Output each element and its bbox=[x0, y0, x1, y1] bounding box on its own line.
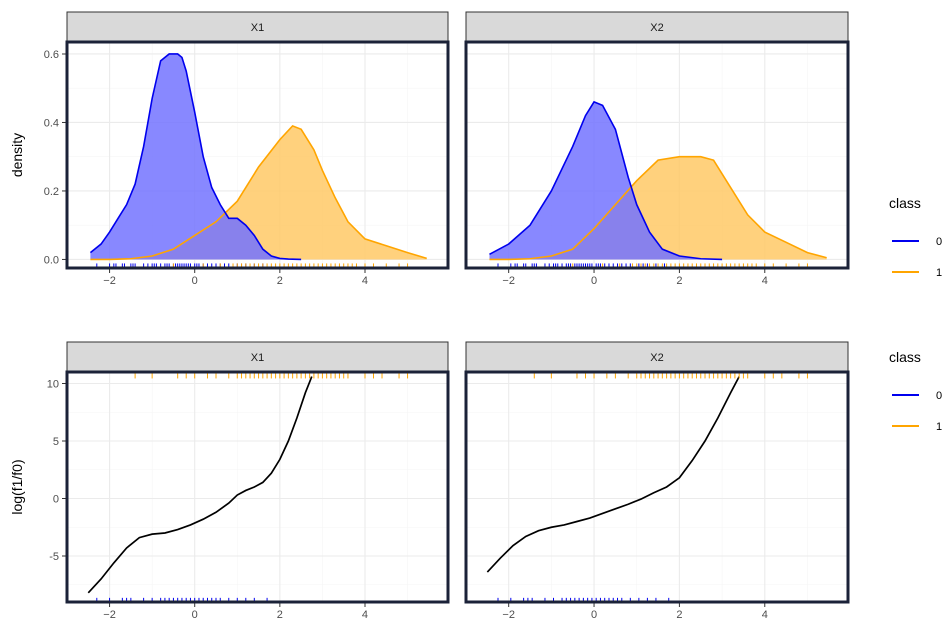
y-tick-label: 5 bbox=[53, 436, 59, 448]
panel-border bbox=[65, 370, 450, 604]
legend-label: 1 bbox=[936, 267, 942, 279]
log-ratio-curve bbox=[87, 376, 313, 594]
density-line-class-1 bbox=[489, 155, 827, 261]
facet-strip-label: X2 bbox=[650, 352, 663, 364]
y-tick-label: 0.0 bbox=[44, 254, 59, 266]
density-line-class-1 bbox=[90, 124, 427, 261]
x-tick-label: 4 bbox=[362, 609, 368, 621]
x-tick-label: 0 bbox=[591, 609, 597, 621]
legend-1: class 0 1 bbox=[889, 195, 942, 279]
y-tick-label: 0.6 bbox=[44, 49, 59, 61]
panel-border bbox=[464, 370, 850, 604]
legend-label: 0 bbox=[936, 390, 942, 402]
facet-strip-label: X2 bbox=[650, 22, 663, 34]
density-area-class-0 bbox=[90, 53, 302, 260]
facet-strip-label: X1 bbox=[251, 352, 264, 364]
legend-title: class bbox=[889, 195, 921, 211]
facet-strip-label: X1 bbox=[251, 22, 264, 34]
plot-area bbox=[489, 100, 827, 268]
x-tick-label: −2 bbox=[103, 609, 116, 621]
facet-panel-2-x1: X1 −2 0 2 4 -5 0 5 10 bbox=[47, 341, 450, 621]
legend-title: class bbox=[889, 349, 921, 365]
legend-2: class 0 1 bbox=[889, 349, 942, 433]
x-tick-label: 2 bbox=[676, 275, 682, 287]
y-tick-label: 0.4 bbox=[44, 117, 59, 129]
y-tick-label: -5 bbox=[49, 551, 59, 563]
facet-panel-1-x1: X1 −2 0 2 4 0.0 0.2 0.4 0.6 bbox=[44, 11, 450, 287]
panel-border bbox=[65, 40, 450, 270]
facet-strip bbox=[66, 11, 449, 43]
x-tick-label: 4 bbox=[762, 609, 768, 621]
x-tick-label: −2 bbox=[502, 275, 515, 287]
legend-label: 1 bbox=[936, 421, 942, 433]
y-tick-label: 0.2 bbox=[44, 186, 59, 198]
log-ratio-curve bbox=[486, 376, 740, 573]
x-tick-label: 0 bbox=[591, 275, 597, 287]
density-area-class-1 bbox=[489, 156, 827, 260]
facet-strip bbox=[66, 341, 449, 373]
facet-panel-2-x2: X2 −2 0 2 4 bbox=[464, 341, 850, 621]
x-tick-label: 2 bbox=[277, 609, 283, 621]
x-tick-label: 2 bbox=[676, 609, 682, 621]
y-axis-title: log(f1/f0) bbox=[9, 459, 25, 514]
x-tick-label: 0 bbox=[192, 275, 198, 287]
x-tick-label: −2 bbox=[103, 275, 116, 287]
density-line-class-0 bbox=[89, 53, 302, 261]
y-tick-label: 10 bbox=[47, 379, 59, 391]
x-tick-label: 4 bbox=[362, 275, 368, 287]
legend-label: 0 bbox=[936, 236, 942, 248]
x-tick-label: −2 bbox=[502, 609, 515, 621]
facet-panel-1-x2: X2 −2 0 2 4 bbox=[464, 11, 850, 287]
x-tick-label: 0 bbox=[192, 609, 198, 621]
y-axis-title: density bbox=[9, 133, 25, 177]
density-area-class-0 bbox=[489, 101, 723, 260]
x-tick-label: 4 bbox=[762, 275, 768, 287]
density-area-class-1 bbox=[90, 125, 427, 260]
plot-area bbox=[89, 53, 427, 268]
panel-background bbox=[466, 372, 848, 602]
panel-border bbox=[464, 40, 850, 270]
x-tick-label: 2 bbox=[277, 275, 283, 287]
facet-strip bbox=[465, 341, 849, 373]
density-line-class-0 bbox=[489, 100, 723, 261]
y-tick-label: 0 bbox=[53, 494, 59, 506]
panel-background bbox=[67, 372, 448, 602]
